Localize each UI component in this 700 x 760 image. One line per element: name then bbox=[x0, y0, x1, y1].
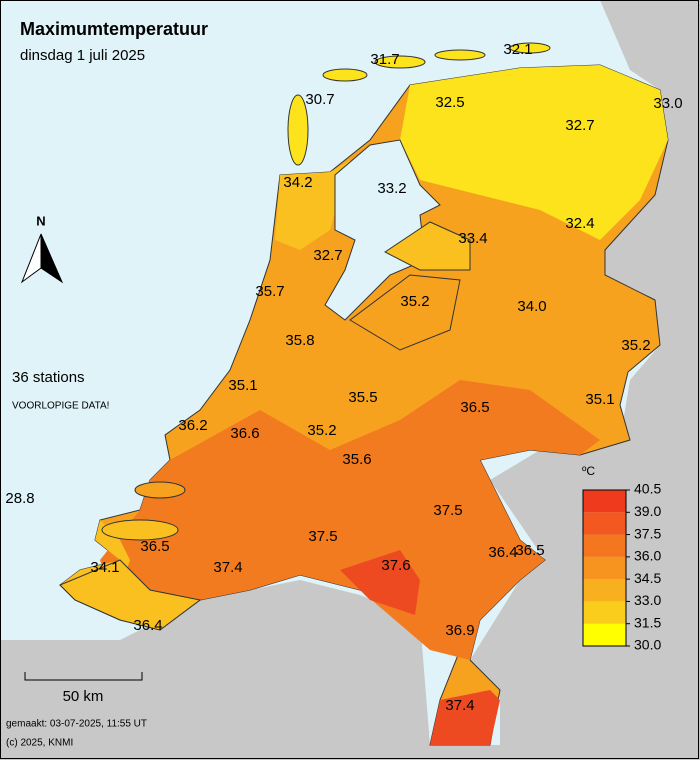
station-value: 33.4 bbox=[458, 230, 487, 247]
station-value: 36.2 bbox=[178, 417, 207, 434]
island bbox=[374, 55, 426, 69]
legend-tick-label: 33.0 bbox=[634, 592, 661, 608]
station-value: 32.7 bbox=[565, 117, 594, 134]
hot-zone-brabant bbox=[340, 550, 420, 615]
station-value: 32.1 bbox=[503, 41, 532, 58]
station-value: 32.4 bbox=[565, 215, 594, 232]
legend-swatch bbox=[583, 556, 626, 580]
ijsselmeer bbox=[324, 139, 441, 321]
legend-tick-label: 34.5 bbox=[634, 570, 661, 586]
legend-tick-label: 31.5 bbox=[634, 614, 661, 630]
station-value: 35.8 bbox=[285, 332, 314, 349]
scale-bar bbox=[24, 672, 143, 681]
legend-swatch bbox=[583, 579, 626, 602]
legend-swatch bbox=[583, 490, 626, 513]
station-value: 37.6 bbox=[381, 557, 410, 574]
island bbox=[322, 68, 368, 82]
notice: VOORLOPIGE DATA! bbox=[12, 401, 109, 412]
legend-tick-label: 40.5 bbox=[634, 481, 661, 497]
warm-zone-north bbox=[400, 65, 668, 240]
hot-zone-limburg bbox=[430, 690, 500, 745]
footer-made: gemaakt: 03-07-2025, 11:55 UT bbox=[6, 719, 147, 730]
footer-copyright: (c) 2025, KNMI bbox=[6, 738, 73, 749]
legend-tick-label: 37.5 bbox=[634, 525, 661, 541]
station-value: 36.5 bbox=[140, 538, 169, 555]
legend-tick-label: 36.0 bbox=[634, 548, 661, 564]
island bbox=[101, 519, 179, 541]
station-value: 33.2 bbox=[377, 180, 406, 197]
station-value: 36.5 bbox=[460, 399, 489, 416]
warm-zone-south bbox=[100, 380, 600, 660]
station-value: 36.6 bbox=[230, 425, 259, 442]
zeeuws-vlaanderen bbox=[59, 559, 202, 631]
subtitle: dinsdag 1 juli 2025 bbox=[20, 47, 145, 64]
station-value: 34.1 bbox=[90, 559, 119, 576]
station-value: 35.5 bbox=[348, 389, 377, 406]
station-value: 36.4 bbox=[133, 617, 162, 634]
legend-tick-label: 30.0 bbox=[634, 637, 661, 653]
station-value: 34.0 bbox=[517, 298, 546, 315]
legend-unit: ºC bbox=[582, 464, 595, 478]
legend-tick-label: 39.0 bbox=[634, 503, 661, 519]
station-value: 31.7 bbox=[370, 51, 399, 68]
flevoland-south bbox=[349, 274, 461, 351]
station-value: 35.2 bbox=[400, 293, 429, 310]
north-label: N bbox=[36, 213, 45, 228]
station-value: 34.2 bbox=[283, 174, 312, 191]
station-count: 36 stations bbox=[12, 369, 85, 386]
station-value: 33.0 bbox=[653, 95, 682, 112]
station-value: 32.7 bbox=[313, 247, 342, 264]
legend-swatch bbox=[583, 601, 626, 624]
station-value: 35.6 bbox=[342, 451, 371, 468]
legend-swatch bbox=[583, 534, 626, 557]
flevoland-north bbox=[384, 221, 471, 271]
station-value: 37.4 bbox=[445, 697, 474, 714]
station-value: 36.9 bbox=[445, 622, 474, 639]
station-value: 35.1 bbox=[228, 377, 257, 394]
station-value: 30.7 bbox=[305, 91, 334, 108]
sea-south bbox=[0, 470, 180, 600]
legend-border bbox=[582, 489, 627, 647]
island bbox=[509, 42, 551, 54]
station-value: 36.5 bbox=[515, 542, 544, 559]
legend-swatch bbox=[583, 623, 626, 646]
island bbox=[287, 94, 309, 166]
warm-zone-northwest bbox=[275, 160, 350, 250]
station-value: 37.5 bbox=[433, 502, 462, 519]
station-value: 28.8 bbox=[5, 490, 34, 507]
island bbox=[434, 49, 486, 61]
scale-label: 50 km bbox=[63, 688, 104, 705]
station-value: 37.5 bbox=[308, 528, 337, 545]
station-value: 35.7 bbox=[255, 283, 284, 300]
island bbox=[134, 481, 186, 499]
station-value: 36.4 bbox=[488, 544, 517, 561]
station-value: 35.1 bbox=[585, 391, 614, 408]
north-arrow-right bbox=[40, 233, 64, 284]
station-value: 35.2 bbox=[621, 337, 650, 354]
legend-swatch bbox=[583, 512, 626, 535]
station-value: 32.5 bbox=[435, 94, 464, 111]
station-value: 35.2 bbox=[307, 422, 336, 439]
title: Maximumtemperatuur bbox=[20, 19, 208, 39]
station-value: 37.4 bbox=[213, 559, 242, 576]
